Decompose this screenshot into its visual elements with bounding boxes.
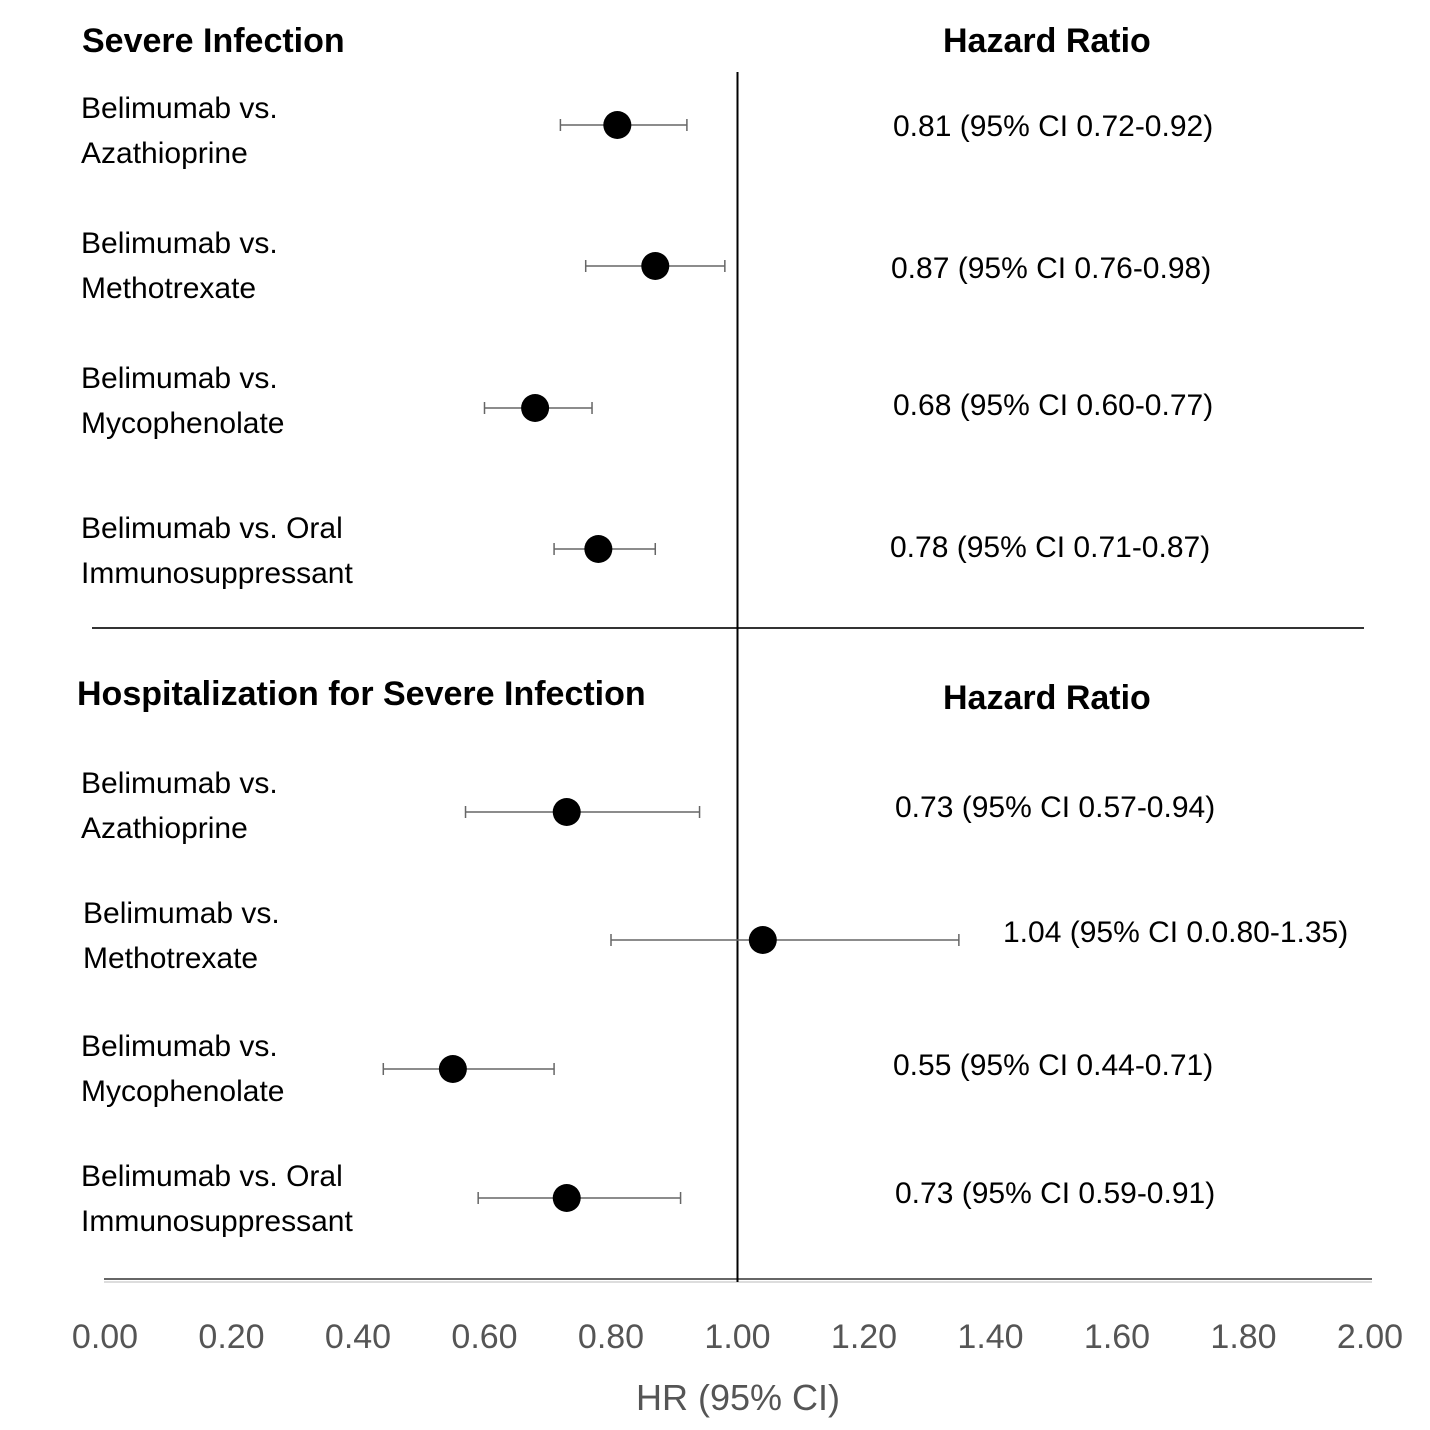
row-label-line2: Immunosuppressant: [81, 557, 353, 590]
row-label-line2: Mycophenolate: [81, 1075, 285, 1108]
hr-value-text: 0.68 (95% CI 0.60-0.77): [893, 389, 1214, 422]
hr-point: [603, 111, 632, 139]
row-label-line2: Azathioprine: [81, 812, 248, 845]
row-label-line2: Mycophenolate: [81, 407, 285, 440]
x-axis-label: HR (95% CI): [635, 1377, 841, 1418]
hr-point: [552, 798, 581, 826]
row-label: Belimumab vs. Mycophenolate: [81, 356, 284, 446]
hr-point: [584, 535, 613, 563]
group-1-hr-header: Hazard Ratio: [943, 22, 1151, 60]
x-tick-label: 1.40: [957, 1318, 1024, 1356]
row-label: Belimumab vs. Azathioprine: [81, 761, 278, 851]
row-label: Belimumab vs. Mycophenolate: [81, 1024, 284, 1114]
row-label-line2: Methotrexate: [83, 942, 259, 975]
hr-point: [748, 926, 777, 954]
hr-point: [438, 1055, 467, 1083]
row-label-line1: Belimumab vs.: [81, 92, 278, 125]
row-label: Belimumab vs. Azathioprine: [81, 86, 278, 176]
row-label-line2: Methotrexate: [81, 272, 257, 305]
x-tick-label: 2.00: [1336, 1318, 1404, 1356]
row-label: Belimumab vs. Oral Immunosuppressant: [81, 1154, 353, 1244]
row-label: Belimumab vs. Methotrexate: [83, 891, 280, 981]
x-tick-label: 0.40: [324, 1318, 392, 1356]
x-tick-label: 0.80: [577, 1318, 645, 1356]
x-tick-label: 1.80: [1210, 1318, 1277, 1356]
row-label-line2: Azathioprine: [81, 137, 248, 170]
hr-value-text: 0.87 (95% CI 0.76-0.98): [891, 252, 1212, 285]
row-label: Belimumab vs. Methotrexate: [81, 221, 278, 311]
row-label-line1: Belimumab vs.: [81, 227, 278, 260]
group-2-hr-header: Hazard Ratio: [943, 679, 1151, 717]
hr-point: [521, 394, 550, 422]
row-label-line1: Belimumab vs.: [81, 1030, 278, 1063]
row-label-line1: Belimumab vs.: [81, 362, 278, 395]
row-label-line1: Belimumab vs. Oral: [81, 1160, 343, 1193]
row-label-line1: Belimumab vs. Oral: [81, 512, 343, 545]
hr-value-text: 0.55 (95% CI 0.44-0.71): [893, 1049, 1214, 1082]
hr-value-text: 1.04 (95% CI 0.0.80-1.35): [1003, 916, 1349, 949]
hr-point: [552, 1184, 581, 1212]
x-tick-label: 1.60: [1083, 1318, 1151, 1356]
x-tick-label: 0.60: [451, 1318, 518, 1356]
group-1-title: Severe Infection: [82, 22, 345, 60]
x-tick-label: 0.00: [71, 1318, 139, 1356]
hr-value-text: 0.81 (95% CI 0.72-0.92): [893, 110, 1214, 143]
x-tick-label: 0.20: [198, 1318, 265, 1356]
row-label-line1: Belimumab vs.: [83, 897, 280, 930]
hr-value-text: 0.73 (95% CI 0.57-0.94): [895, 791, 1216, 824]
hr-point: [641, 252, 670, 280]
row-label-line2: Immunosuppressant: [81, 1205, 353, 1238]
hr-value-text: 0.78 (95% CI 0.71-0.87): [890, 531, 1211, 564]
row-label-line1: Belimumab vs.: [81, 767, 278, 800]
group-2-title: Hospitalization for Severe Infection: [77, 675, 646, 713]
x-tick-label: 1.20: [830, 1318, 898, 1356]
row-label: Belimumab vs. Oral Immunosuppressant: [81, 506, 353, 596]
hr-value-text: 0.73 (95% CI 0.59-0.91): [895, 1177, 1216, 1210]
x-tick-label: 1.00: [704, 1318, 771, 1356]
